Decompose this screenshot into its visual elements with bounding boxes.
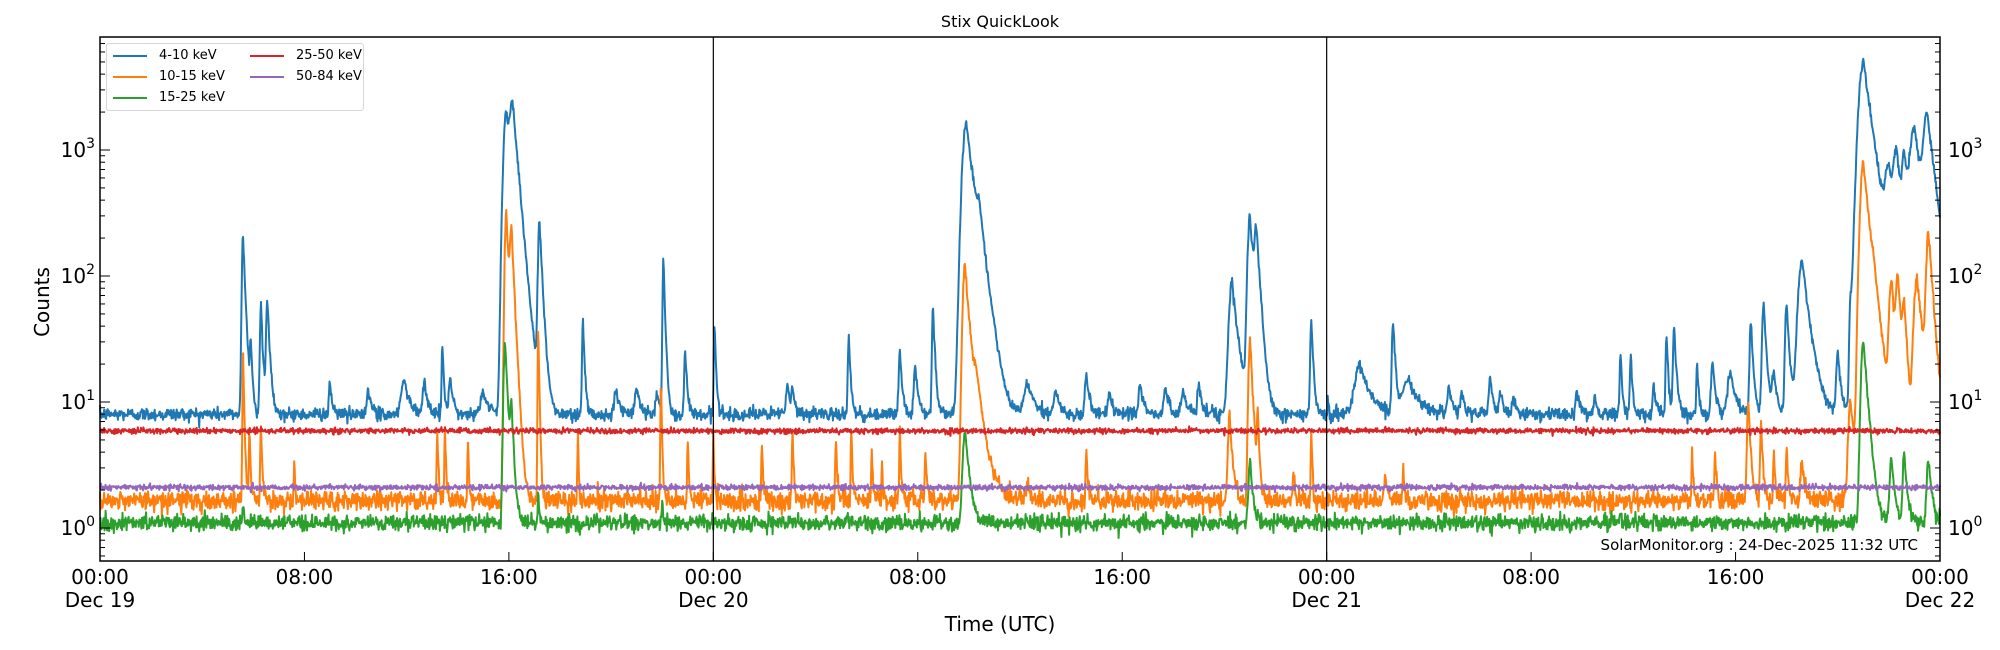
series-line-10-15-kev xyxy=(99,160,1941,519)
x-tick-label: 00:00 Dec 21 xyxy=(1291,565,1362,612)
legend-item-15-25kev: 15-25 keV xyxy=(113,88,225,108)
legend-item-10-15kev: 10-15 keV xyxy=(113,67,225,87)
series-line-25-50-kev xyxy=(99,425,1941,437)
legend-swatch-icon xyxy=(113,54,147,58)
plot-frame xyxy=(99,36,1941,562)
x-tick-label: 16:00 xyxy=(1093,565,1152,589)
y-axis-label: Counts xyxy=(30,267,54,337)
axis-ticks xyxy=(99,43,1941,561)
x-tick-label: 00:00 Dec 19 xyxy=(64,565,136,612)
legend-swatch-icon xyxy=(250,54,284,58)
legend-swatch-icon xyxy=(250,75,284,79)
x-tick-label: 16:00 xyxy=(480,565,538,589)
series-line-50-84-kev xyxy=(99,481,1941,494)
series-line-15-25-kev xyxy=(99,341,1941,539)
y-tick-label: 101 xyxy=(60,388,95,414)
legend-swatch-icon xyxy=(113,96,147,100)
chart-title: Stix QuickLook xyxy=(940,12,1060,31)
legend-label: 50-84 keV xyxy=(296,69,362,84)
x-tick-label: 16:00 xyxy=(1706,565,1765,589)
legend-item-25-50kev: 25-50 keV xyxy=(250,46,362,66)
y-tick-label: 103 xyxy=(60,136,95,162)
x-axis-label: Time (UTC) xyxy=(944,612,1056,636)
legend-label: 4-10 keV xyxy=(159,48,217,63)
x-tick-label: 00:00 Dec 20 xyxy=(678,565,749,612)
y-tick-label: 101 xyxy=(1948,388,1983,414)
legend-item-4-10kev: 4-10 keV xyxy=(113,46,217,66)
day-boundary-lines xyxy=(712,37,1328,561)
legend-label: 10-15 keV xyxy=(159,69,225,84)
y-tick-label: 100 xyxy=(1948,514,1983,540)
series-line-4-10-kev xyxy=(99,57,1941,429)
legend-swatch-icon xyxy=(113,75,147,79)
x-tick-label: 08:00 xyxy=(1502,565,1560,589)
y-tick-label: 102 xyxy=(1948,262,1983,288)
legend: 4-10 keV 10-15 keV 15-25 keV 25-50 keV 5… xyxy=(106,43,364,111)
x-tick-label: 08:00 xyxy=(888,565,947,589)
legend-label: 25-50 keV xyxy=(296,48,362,63)
legend-label: 15-25 keV xyxy=(159,90,225,105)
series-layer xyxy=(99,57,1941,539)
x-tick-label: 08:00 xyxy=(275,565,334,589)
legend-item-50-84kev: 50-84 keV xyxy=(250,67,362,87)
x-tick-label: 00:00 Dec 22 xyxy=(1904,565,1976,612)
y-tick-label: 100 xyxy=(60,514,95,540)
watermark-text: SolarMonitor.org : 24-Dec-2025 11:32 UTC xyxy=(1600,536,1918,554)
y-tick-label: 102 xyxy=(60,262,95,288)
y-tick-label: 103 xyxy=(1948,136,1983,162)
